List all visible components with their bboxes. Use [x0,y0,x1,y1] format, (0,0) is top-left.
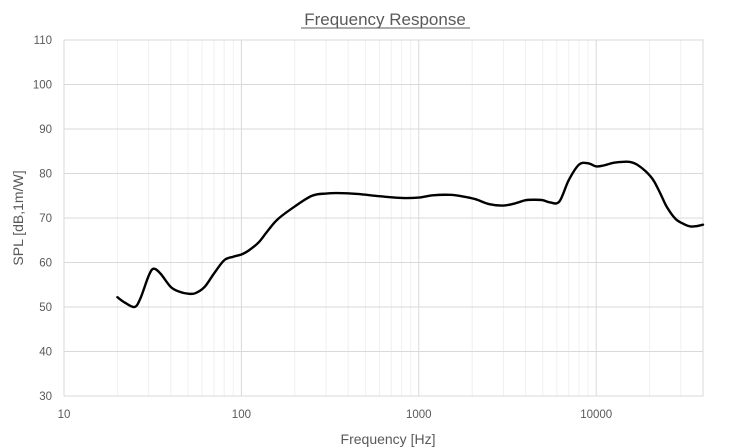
y-tick-label: 30 [39,391,52,403]
y-tick-label: 60 [39,258,52,270]
plot-area-frame [63,39,704,397]
y-axis-label: SPL [dB,1m/W] [10,170,26,265]
x-tick-label: 10000 [580,409,612,421]
y-tick-label: 80 [39,169,52,181]
x-tick-label: 10 [58,409,71,421]
y-tick-label: 50 [39,302,52,314]
x-tick-label: 100 [232,409,251,421]
y-tick-label: 110 [34,35,52,47]
spl-series-line [116,160,705,309]
y-tick-label: 100 [33,80,52,92]
x-axis-label: Frequency [Hz] [341,431,436,447]
y-tick-label: 40 [39,347,52,359]
chart-title: Frequency Response [304,10,466,29]
x-axis-ticks: 10 100 1000 10000 [58,409,613,421]
x-tick-label: 1000 [406,409,432,421]
major-grid [63,39,703,397]
series-layer [116,160,705,309]
y-axis-ticks: 30 40 50 60 70 80 90 100 110 [33,35,52,403]
y-tick-label: 70 [39,213,52,225]
y-tick-label: 90 [39,124,52,136]
